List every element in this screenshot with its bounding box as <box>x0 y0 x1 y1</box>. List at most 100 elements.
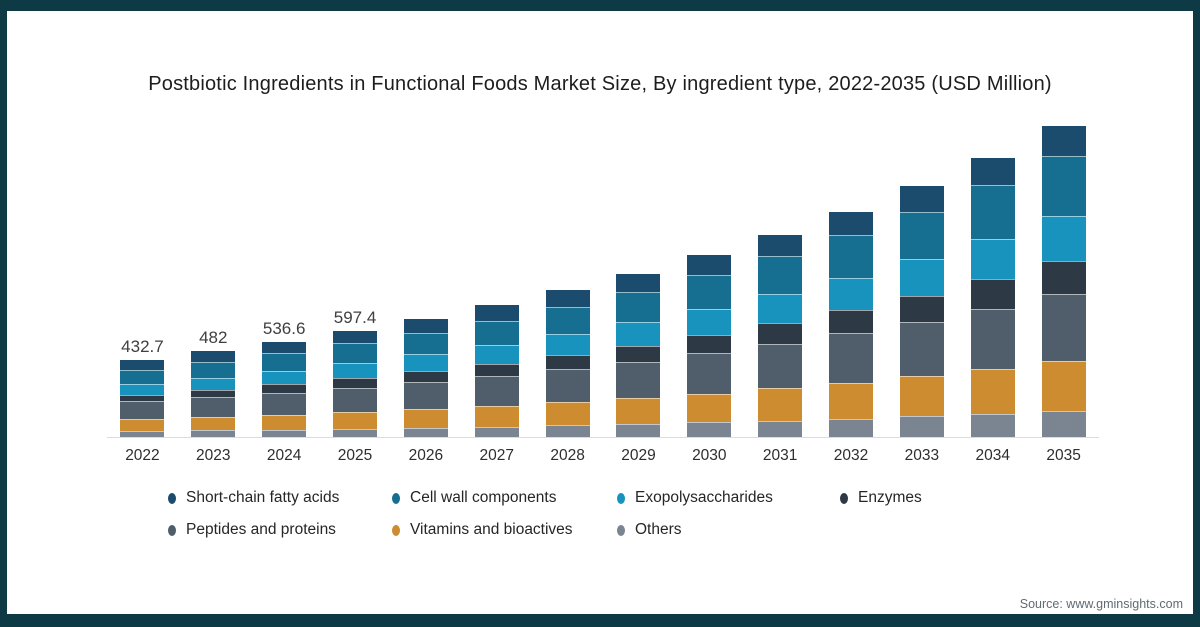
legend-label: Peptides and proteins <box>186 521 336 538</box>
plot-area: 432.7 482 536.6 597.4 <box>107 98 1099 438</box>
bar-segment-peptides-and-proteins <box>120 401 165 420</box>
bar-segment-others <box>333 428 377 437</box>
stacked-bar-2025 <box>333 330 377 437</box>
x-tick-label: 2035 <box>1046 447 1081 464</box>
bar-segment-enzymes <box>829 310 874 334</box>
legend-marker-icon <box>392 492 400 504</box>
bar-segment-short-chain-fatty-acids <box>545 290 590 307</box>
bar-segment-others <box>970 413 1015 437</box>
bar-segment-short-chain-fatty-acids <box>829 211 874 235</box>
stacked-bar-2030 <box>687 255 732 437</box>
bar-segment-vitamins-and-bioactives <box>1041 360 1086 411</box>
legend-item-others: Others <box>617 521 682 539</box>
bar-segment-others <box>758 420 803 437</box>
stacked-bar-2029 <box>616 273 661 437</box>
bar-column-2031 <box>745 234 816 437</box>
bar-segment-vitamins-and-bioactives <box>616 398 661 424</box>
bar-segment-vitamins-and-bioactives <box>758 388 803 421</box>
bar-segment-peptides-and-proteins <box>899 321 944 377</box>
bar-segment-cell-wall-components <box>474 320 519 345</box>
legend: Short-chain fatty acids Cell wall compone… <box>168 489 1193 549</box>
bar-column-2028 <box>532 290 603 437</box>
bar-segment-cell-wall-components <box>333 343 377 363</box>
legend-marker-icon <box>617 524 625 536</box>
bar-column-2032 <box>816 211 887 437</box>
x-tick-label: 2030 <box>692 447 727 464</box>
bar-segment-enzymes <box>474 363 519 377</box>
bar-segment-short-chain-fatty-acids <box>262 341 307 354</box>
bar-segment-exopolysaccharides <box>687 309 732 336</box>
bar-segment-enzymes <box>970 279 1015 309</box>
bar-segment-peptides-and-proteins <box>970 308 1015 370</box>
x-tick-label: 2027 <box>479 447 514 464</box>
bar-segment-vitamins-and-bioactives <box>120 419 165 432</box>
stacked-bar-2027 <box>474 305 519 437</box>
bar-segment-short-chain-fatty-acids <box>474 305 519 321</box>
stacked-bar-2022 <box>120 359 165 437</box>
bar-segment-exopolysaccharides <box>191 377 236 390</box>
bar-value-label: 432.7 <box>121 336 164 356</box>
x-tick-label: 2026 <box>408 447 444 464</box>
bar-column-2030 <box>674 255 745 437</box>
bar-segment-cell-wall-components <box>758 256 803 295</box>
bar-column-2026 <box>390 318 461 437</box>
bar-segment-cell-wall-components <box>687 274 732 310</box>
stacked-bar-2028 <box>545 290 590 437</box>
bar-segment-short-chain-fatty-acids <box>1041 126 1086 157</box>
stacked-bar-2023 <box>191 351 236 437</box>
bar-segment-exopolysaccharides <box>758 294 803 324</box>
bar-segment-others <box>120 431 165 437</box>
bar-column-2033 <box>886 186 957 437</box>
legend-item-peptides-and-proteins: Peptides and proteins <box>168 521 336 539</box>
bar-segment-exopolysaccharides <box>333 362 377 378</box>
bar-segment-vitamins-and-bioactives <box>970 369 1015 414</box>
bar-segment-vitamins-and-bioactives <box>829 382 874 419</box>
bar-segment-exopolysaccharides <box>120 383 165 395</box>
bar-segment-others <box>403 427 448 437</box>
bar-segment-cell-wall-components <box>1041 156 1086 217</box>
legend-item-short-chain-fatty-acids: Short-chain fatty acids <box>168 489 339 507</box>
bar-segment-vitamins-and-bioactives <box>545 402 590 426</box>
bar-column-2034 <box>957 157 1028 437</box>
bar-segment-exopolysaccharides <box>1041 216 1086 262</box>
bar-segment-vitamins-and-bioactives <box>262 414 307 430</box>
bar-segment-others <box>829 418 874 437</box>
x-tick-label: 2028 <box>550 447 585 464</box>
x-tick-label: 2033 <box>904 447 940 464</box>
bar-segment-peptides-and-proteins <box>616 361 661 399</box>
bar-segment-vitamins-and-bioactives <box>333 412 377 429</box>
bar-value-label: 482 <box>199 328 228 348</box>
legend-label: Vitamins and bioactives <box>410 521 573 538</box>
bar-segment-others <box>474 426 519 437</box>
bar-segment-peptides-and-proteins <box>687 353 732 394</box>
bar-value-label: 536.6 <box>262 318 306 338</box>
bar-segment-enzymes <box>758 323 803 344</box>
source-attribution: Source: www.gminsights.com <box>1019 597 1183 611</box>
legend-label: Short-chain fatty acids <box>186 489 340 506</box>
x-tick-label: 2032 <box>833 447 869 464</box>
bar-segment-enzymes <box>545 355 590 370</box>
legend-label: Enzymes <box>858 489 922 506</box>
legend-marker-icon <box>840 492 848 504</box>
bar-segment-exopolysaccharides <box>970 238 1015 280</box>
bar-segment-peptides-and-proteins <box>403 382 448 410</box>
legend-marker-icon <box>168 524 176 536</box>
bar-segment-cell-wall-components <box>829 234 874 278</box>
bar-segment-vitamins-and-bioactives <box>403 409 448 428</box>
bar-column-2027 <box>461 305 532 437</box>
bar-segment-cell-wall-components <box>970 185 1015 239</box>
stacked-bar-2024 <box>262 341 307 437</box>
bar-segment-vitamins-and-bioactives <box>191 417 236 431</box>
bar-segment-short-chain-fatty-acids <box>899 186 944 212</box>
chart-title: Postbiotic Ingredients in Functional Foo… <box>148 73 1052 95</box>
stacked-bar-2034 <box>970 157 1015 437</box>
bar-segment-others <box>1041 410 1086 437</box>
bar-column-2024: 536.6 <box>249 319 320 437</box>
bar-segment-vitamins-and-bioactives <box>899 376 944 417</box>
stacked-bar-chart: 432.7 482 536.6 597.4 2022 2023 2024 2025 2026 2… <box>107 98 1099 465</box>
x-tick-label: 2022 <box>125 447 160 464</box>
legend-marker-icon <box>392 524 400 536</box>
bar-segment-peptides-and-proteins <box>829 333 874 383</box>
bar-segment-exopolysaccharides <box>616 322 661 346</box>
legend-label: Others <box>635 521 682 538</box>
